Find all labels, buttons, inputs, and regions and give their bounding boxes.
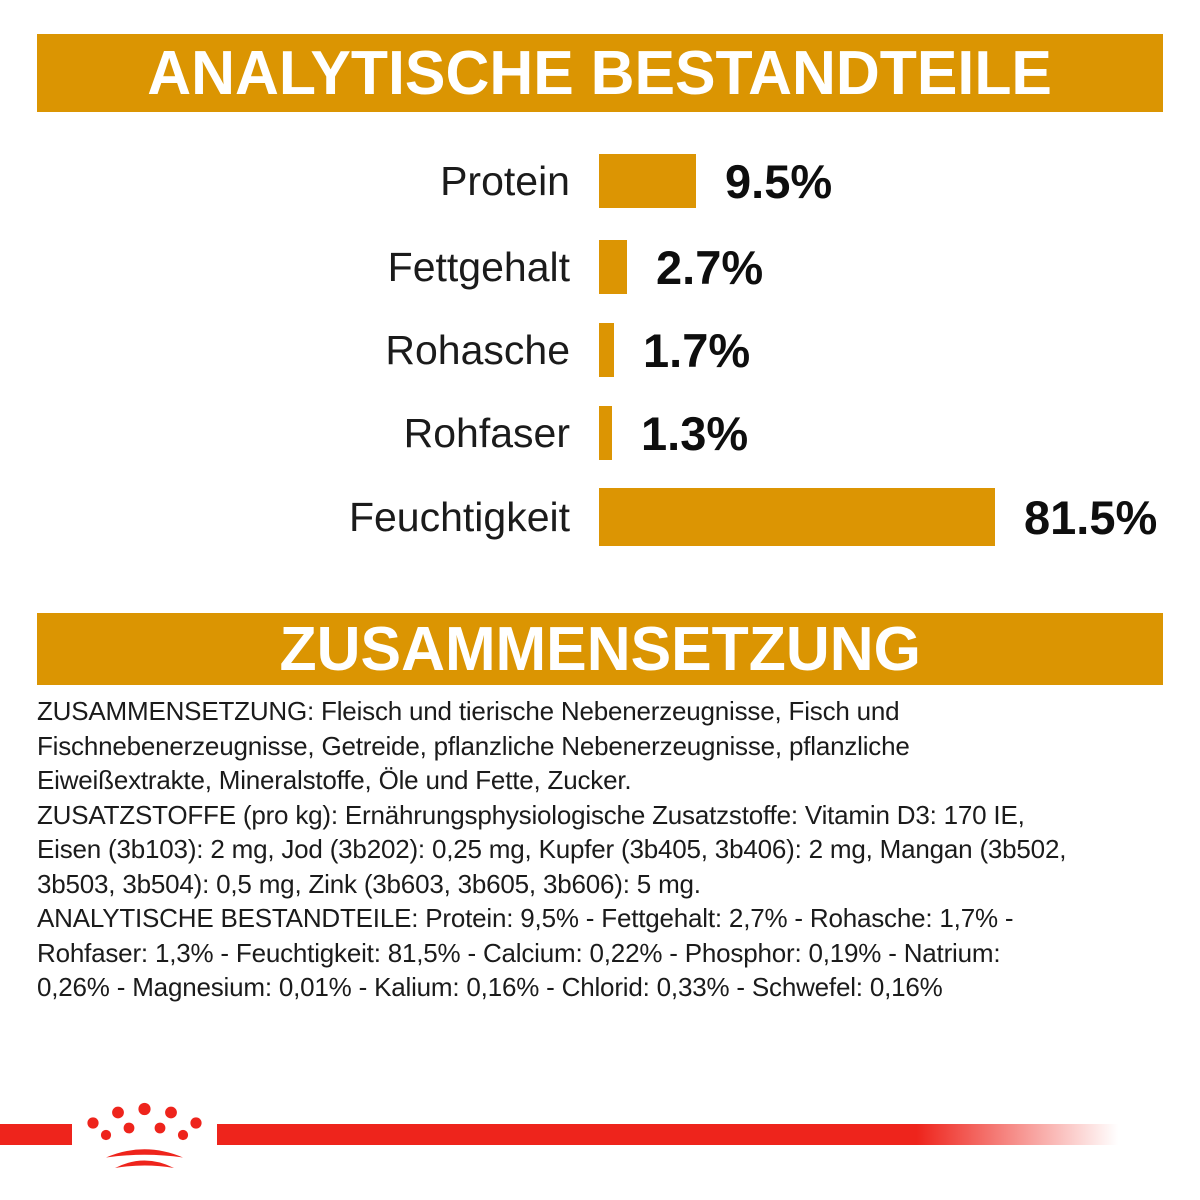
composition-paragraph: ZUSAMMENSETZUNG: Fleisch und tierische N… bbox=[37, 696, 910, 795]
composition-banner: ZUSAMMENSETZUNG bbox=[37, 613, 1163, 685]
bar-value-rohfaser: 1.3% bbox=[641, 406, 749, 460]
composition-banner-title: ZUSAMMENSETZUNG bbox=[279, 614, 921, 684]
analytical-values-paragraph: ANALYTISCHE BESTANDTEILE: Protein: 9,5% … bbox=[37, 903, 1014, 1002]
royal-canin-paw-crown-icon bbox=[87, 1102, 202, 1168]
bar-label-fettgehalt: Fettgehalt bbox=[387, 243, 570, 290]
bar-rohasche bbox=[599, 323, 614, 377]
bar-value-rohasche: 1.7% bbox=[643, 323, 751, 377]
bar-value-protein: 9.5% bbox=[725, 154, 833, 208]
bar-label-rohasche: Rohasche bbox=[385, 326, 570, 373]
bar-protein bbox=[599, 154, 696, 208]
bar-rohfaser bbox=[599, 406, 612, 460]
bar-label-rohfaser: Rohfaser bbox=[403, 409, 570, 456]
brand-stripe bbox=[0, 1124, 1118, 1145]
bar-fettgehalt bbox=[599, 240, 627, 294]
chart-row-rohfaser: Rohfaser 1.3% bbox=[0, 406, 748, 460]
info-text-block: ZUSAMMENSETZUNG: Fleisch und tierische N… bbox=[37, 694, 1167, 1005]
bar-value-fettgehalt: 2.7% bbox=[656, 240, 764, 294]
chart-row-protein: Protein 9.5% bbox=[0, 154, 832, 208]
additives-paragraph: ZUSATZSTOFFE (pro kg): Ernährungsphysiol… bbox=[37, 799, 1067, 899]
analytical-banner-title: ANALYTISCHE BESTANDTEILE bbox=[147, 38, 1053, 108]
chart-row-feuchtigkeit: Feuchtigkeit 81.5% bbox=[0, 488, 1157, 546]
bar-feuchtigkeit bbox=[599, 488, 995, 546]
chart-row-fettgehalt: Fettgehalt 2.7% bbox=[0, 240, 763, 294]
bar-label-feuchtigkeit: Feuchtigkeit bbox=[348, 493, 570, 540]
bar-label-protein: Protein bbox=[440, 157, 570, 204]
chart-row-rohasche: Rohasche 1.7% bbox=[0, 323, 750, 377]
analytical-banner: ANALYTISCHE BESTANDTEILE bbox=[37, 34, 1163, 112]
bar-value-feuchtigkeit: 81.5% bbox=[1024, 490, 1158, 544]
